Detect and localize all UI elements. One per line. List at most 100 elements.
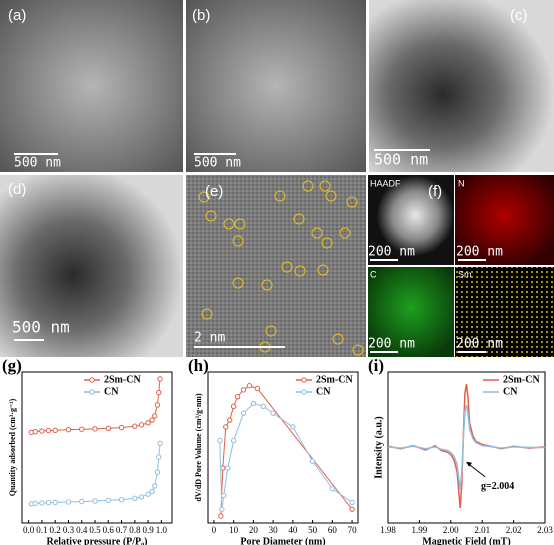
marker-circle bbox=[281, 261, 293, 273]
data-point bbox=[32, 500, 38, 507]
data-point bbox=[223, 424, 229, 430]
marker-circle bbox=[319, 180, 331, 192]
panel-label: (e) bbox=[205, 183, 223, 200]
marker-circle bbox=[223, 218, 235, 230]
plot-frame bbox=[207, 371, 359, 524]
tem-image bbox=[0, 175, 183, 357]
scale-label: 500 nm bbox=[194, 156, 241, 171]
data-point bbox=[154, 402, 161, 408]
legend-label: 2Sm-CN bbox=[503, 374, 540, 385]
hrtem-image bbox=[186, 175, 366, 357]
data-point bbox=[240, 410, 247, 416]
marker-circle bbox=[317, 264, 329, 276]
image-panels: (a) 500 nm (b) 500 nm (c) 500 nm (d) 500… bbox=[0, 0, 554, 357]
marker-circle bbox=[201, 308, 213, 320]
marker-circle bbox=[346, 196, 358, 208]
marker-circle bbox=[352, 344, 364, 356]
scale-label: 200 nm bbox=[368, 337, 415, 352]
sem-image bbox=[186, 0, 366, 172]
legend-marker bbox=[301, 389, 307, 395]
data-point bbox=[132, 423, 138, 429]
marker-circle bbox=[293, 213, 305, 225]
data-point bbox=[39, 428, 45, 434]
x-tick-label: 2.01 bbox=[474, 525, 490, 535]
scale-label: 200 nm bbox=[368, 245, 415, 260]
haadf-image bbox=[368, 175, 454, 265]
panel-label: (g) bbox=[2, 356, 22, 375]
data-point bbox=[154, 469, 161, 475]
marker-circle bbox=[321, 237, 333, 249]
data-point bbox=[138, 494, 145, 500]
annotation: g=2.004 bbox=[481, 481, 514, 492]
data-point bbox=[39, 500, 45, 506]
data-point bbox=[32, 429, 38, 435]
arrow-head bbox=[466, 461, 473, 467]
tem-image bbox=[369, 0, 554, 172]
data-point bbox=[118, 496, 125, 503]
data-point bbox=[145, 420, 151, 426]
legend-label: CN bbox=[503, 386, 518, 397]
data-point bbox=[45, 499, 52, 506]
marker-circle bbox=[234, 218, 246, 230]
data-point bbox=[52, 427, 58, 434]
x-axis-label: Relative pressure (P/P₀) bbox=[47, 536, 148, 545]
data-point bbox=[309, 458, 316, 464]
data-point bbox=[329, 485, 336, 492]
data-point bbox=[52, 499, 58, 506]
series-line bbox=[387, 405, 545, 490]
legend-label: 2Sm-CN bbox=[104, 374, 141, 385]
data-point bbox=[79, 498, 85, 505]
map-label: HAADF bbox=[370, 178, 401, 188]
data-point bbox=[270, 410, 276, 416]
legend-label: 2Sm-CN bbox=[316, 374, 353, 385]
marker-circle bbox=[261, 279, 273, 291]
data-point bbox=[234, 394, 241, 400]
x-tick-label: 0.9 bbox=[142, 525, 154, 535]
x-tick-label: 0.2 bbox=[50, 525, 61, 535]
x-tick-label: 70 bbox=[348, 525, 358, 535]
panel-label: (c) bbox=[510, 7, 528, 24]
legend-marker bbox=[89, 377, 95, 383]
sem-image bbox=[0, 0, 183, 172]
data-point bbox=[92, 498, 98, 504]
marker-circle bbox=[332, 333, 344, 345]
data-point bbox=[65, 499, 72, 505]
data-point bbox=[45, 427, 52, 434]
panel-label: (b) bbox=[192, 7, 210, 24]
data-point bbox=[149, 488, 155, 495]
marker-circle bbox=[339, 227, 351, 239]
n-map bbox=[455, 175, 554, 265]
x-tick-label: 0.6 bbox=[103, 525, 115, 535]
data-point bbox=[218, 513, 224, 519]
marker-circle bbox=[302, 180, 314, 192]
legend-marker bbox=[301, 377, 307, 383]
marker-circle bbox=[274, 190, 286, 202]
data-point bbox=[246, 383, 253, 389]
data-point bbox=[156, 454, 162, 460]
marker-circle bbox=[294, 265, 306, 277]
x-tick-label: 1.99 bbox=[412, 525, 428, 535]
data-point bbox=[79, 426, 85, 432]
panel-label: (d) bbox=[8, 181, 26, 198]
panel-label: (h) bbox=[188, 356, 209, 375]
data-point bbox=[65, 426, 72, 433]
marker-circle bbox=[232, 277, 244, 289]
x-tick-label: 10 bbox=[229, 525, 239, 535]
x-tick-label: 2.00 bbox=[443, 525, 459, 535]
scale-label: 500 nm bbox=[374, 151, 428, 169]
x-axis-label: Magnetic Field (mT) bbox=[422, 536, 510, 545]
c-map bbox=[368, 267, 454, 357]
plot-frame bbox=[21, 371, 173, 524]
x-tick-label: 0.0 bbox=[23, 525, 35, 535]
lattice-markers bbox=[198, 180, 364, 356]
map-label: C bbox=[370, 269, 377, 279]
scale-label: 200 nm bbox=[456, 337, 503, 352]
x-tick-label: 2.02 bbox=[506, 525, 522, 535]
data-point bbox=[157, 440, 163, 447]
scale-label: 200 nm bbox=[456, 245, 503, 260]
series-line bbox=[219, 403, 353, 510]
marker-circle bbox=[265, 325, 277, 337]
panel-label: (a) bbox=[8, 7, 26, 24]
